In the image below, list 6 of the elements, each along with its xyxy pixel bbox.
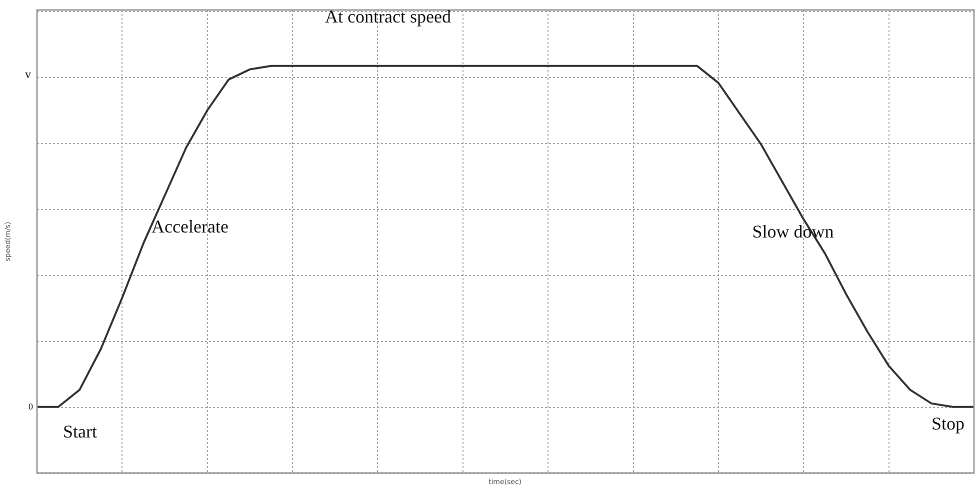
text: 0 [28, 401, 34, 412]
text: At contract speed [325, 6, 451, 27]
annotation: Accelerate [152, 216, 228, 237]
text: Start [63, 422, 97, 442]
text: v [25, 67, 31, 82]
text: Stop [931, 414, 965, 434]
